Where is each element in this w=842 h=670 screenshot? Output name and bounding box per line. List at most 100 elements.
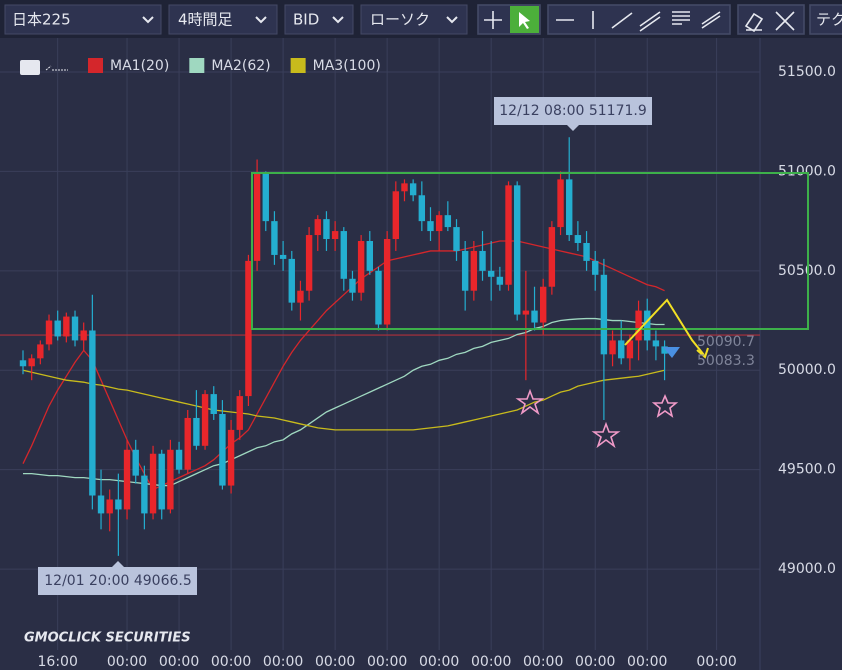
candle-body: [184, 417, 191, 470]
legend-label: MA3(100): [313, 58, 381, 74]
candle-body: [566, 179, 573, 236]
candle-body: [644, 310, 651, 341]
x-tick-label: 00:00: [107, 654, 147, 670]
candle-body: [149, 453, 157, 514]
x-tick-label: 00:00: [523, 654, 563, 670]
candle-body: [427, 221, 434, 232]
stars: [515, 388, 679, 449]
crosshair-icon: [484, 11, 502, 29]
x-tick-label: 00:00: [575, 654, 615, 670]
candle-body: [288, 258, 295, 303]
x-tick-label: 00:00: [159, 654, 199, 670]
x-tick-label: 00:00: [263, 654, 303, 670]
candle-body: [626, 340, 634, 359]
candle-body: [600, 274, 608, 355]
x-tick-label: 00:00: [367, 654, 407, 670]
candle-body: [461, 250, 469, 291]
candle-body: [193, 417, 200, 446]
legend-swatch: [290, 58, 306, 73]
price-label: 50090.7: [697, 334, 755, 350]
candle-body: [158, 453, 165, 510]
candle-body: [540, 286, 547, 323]
y-tick-label: 50000.0: [778, 362, 836, 378]
candle-body: [618, 340, 625, 359]
legend: MA1(20) MA2(62) MA3(100): [20, 58, 381, 75]
candle-body: [418, 195, 426, 222]
candle-body: [201, 394, 209, 446]
candle-body: [314, 219, 321, 236]
candle-body: [366, 241, 373, 271]
candle-body: [279, 254, 287, 259]
candle-body: [71, 316, 79, 341]
axis-panel: [760, 38, 842, 670]
candle-body: [271, 221, 278, 255]
candle-body: [210, 394, 217, 414]
star: [515, 388, 545, 416]
star: [591, 421, 621, 449]
x-tick-label: 00:00: [627, 654, 667, 670]
draw-icons: [556, 11, 721, 32]
candle-body: [635, 310, 642, 341]
candle-body: [444, 215, 452, 228]
plot: 49000.0 49500.0 50000.0 50500.0 51000.0 51500…: [0, 38, 842, 670]
triangle: [663, 347, 680, 358]
candle-body: [123, 449, 131, 510]
pointer: [567, 125, 579, 131]
low-label: 12/01 20:00 49066.5: [44, 573, 192, 589]
legend-toggle: [45, 65, 68, 71]
logo: GMOCLICK SECURITIES: [24, 631, 191, 646]
y-tick-label: 49500.0: [778, 462, 836, 478]
cursor-icon: [519, 12, 530, 29]
candle-body: [583, 242, 590, 261]
candle-body: [357, 241, 365, 293]
candle-body: [409, 183, 417, 196]
candle-body: [531, 310, 538, 323]
style-select[interactable]: ローソク: [360, 4, 468, 35]
pointer: [112, 561, 124, 567]
candle-body: [227, 429, 235, 486]
tech-menu[interactable]: テク: [816, 11, 842, 29]
candle-body: [661, 346, 668, 354]
candle-body: [487, 270, 495, 277]
candle-body: [592, 260, 599, 275]
symbol: 日本225: [12, 11, 71, 29]
price-type: BID: [293, 11, 319, 29]
arrow-head: [696, 347, 709, 359]
price-select[interactable]: BID: [284, 4, 354, 35]
candle-body: [392, 191, 400, 240]
low-label-box: [38, 567, 197, 595]
box-drawing: [251, 172, 809, 330]
erase-icons: [744, 11, 795, 33]
symbol-select[interactable]: 日本225: [4, 4, 162, 35]
candle-body: [505, 185, 512, 285]
legend-label: MA1(20): [110, 58, 169, 74]
candle-body: [63, 316, 70, 337]
toolbar: 日本225 4時間足 BID ローソク テク: [0, 0, 842, 38]
candle-body: [383, 239, 391, 325]
interval-select[interactable]: 4時間足: [168, 4, 278, 35]
candle-body: [297, 290, 304, 303]
select-box: [4, 4, 162, 35]
caret: [255, 16, 267, 24]
button-group: [809, 4, 842, 35]
candle-body: [236, 396, 243, 430]
candle-body: [106, 499, 113, 514]
high-label: 12/12 08:00 51171.9: [499, 103, 647, 119]
candle-body: [115, 499, 122, 510]
y-tick-label: 50500.0: [778, 263, 836, 279]
tool-buttons[interactable]: [477, 4, 842, 35]
ma-line: [22, 369, 665, 431]
caret: [332, 16, 344, 24]
candle-body: [175, 449, 183, 470]
candle-body: [37, 344, 44, 359]
candle-body: [54, 320, 61, 337]
candle-body: [548, 227, 556, 287]
candle-body: [262, 173, 269, 222]
candle-body: [479, 250, 486, 271]
candle-body: [305, 235, 313, 291]
candle-body: [253, 173, 261, 261]
candle-body: [331, 231, 339, 240]
caret: [446, 16, 458, 24]
legend-icon[interactable]: [20, 60, 40, 75]
